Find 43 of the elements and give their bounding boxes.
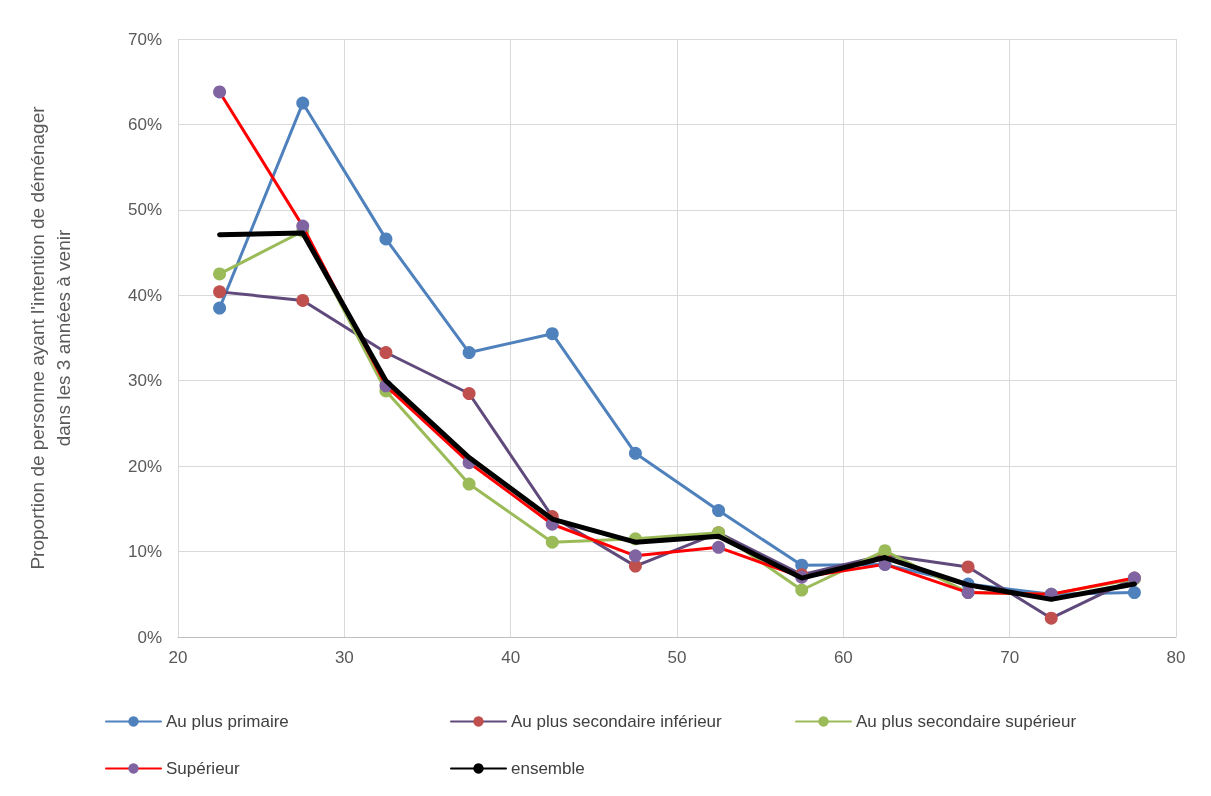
x-tick-label: 80	[1166, 648, 1186, 667]
legend-label: Au plus secondaire inférieur	[511, 712, 723, 731]
point	[213, 267, 227, 281]
point	[628, 446, 642, 460]
legend-label: Supérieur	[166, 759, 241, 778]
y-tick-label: 20%	[127, 456, 162, 476]
y-tick-label: 0%	[137, 627, 162, 647]
y-tick-label: 60%	[127, 114, 162, 134]
point	[213, 285, 227, 299]
x-tick-label: 50	[667, 648, 687, 667]
point	[296, 293, 310, 307]
x-tick-label: 70	[1000, 648, 1020, 667]
point	[712, 504, 726, 518]
point	[545, 327, 559, 341]
y-tick-label: 40%	[127, 285, 162, 305]
point	[379, 232, 393, 246]
y-tick-label: 10%	[127, 542, 162, 562]
x-tick-label: 60	[833, 648, 853, 667]
point	[462, 387, 476, 401]
legend-label: Au plus secondaire supérieur	[856, 712, 1077, 731]
point	[1127, 586, 1141, 600]
point	[878, 544, 892, 558]
point	[213, 301, 227, 315]
legend-label: ensemble	[511, 759, 585, 778]
point	[961, 560, 975, 574]
y-axis-title: Proportion de personne ayant l'intention de déménager dans les 3 années à venir	[26, 105, 74, 570]
y-tick-label: 30%	[127, 371, 162, 391]
point	[462, 346, 476, 360]
point	[296, 96, 310, 110]
x-tick-label: 20	[168, 648, 188, 667]
y-tick-label: 70%	[127, 29, 162, 49]
point	[795, 583, 809, 597]
x-tick-label: 40	[501, 648, 521, 667]
point	[628, 549, 642, 563]
point	[379, 346, 393, 360]
x-tick-label: 30	[334, 648, 354, 667]
legend-label: Au plus primaire	[166, 712, 289, 731]
y-tick-label: 50%	[127, 200, 162, 220]
point	[462, 477, 476, 491]
point	[712, 540, 726, 554]
point	[213, 85, 227, 99]
point	[1044, 611, 1058, 625]
point	[545, 535, 559, 549]
